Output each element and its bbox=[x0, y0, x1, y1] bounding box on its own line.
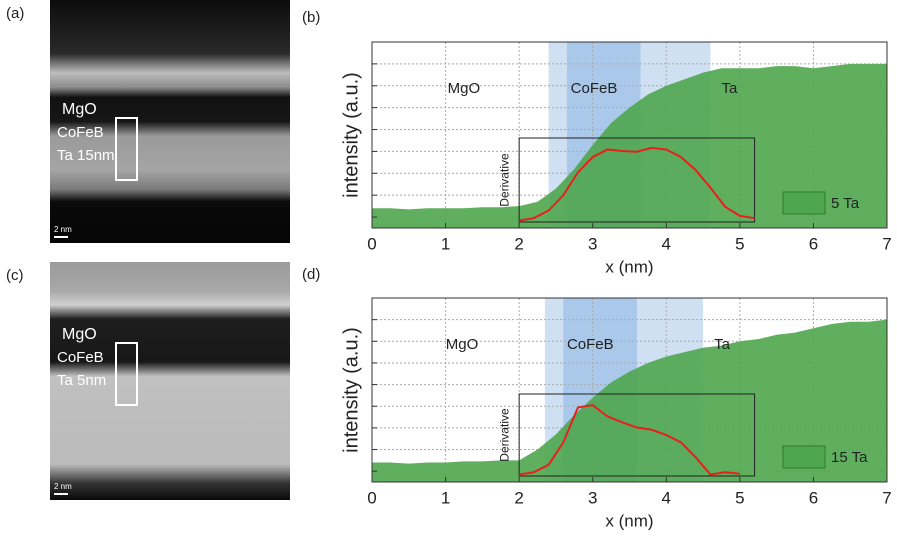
x-tick-label: 1 bbox=[441, 488, 450, 507]
x-axis-label: x (nm) bbox=[605, 257, 653, 276]
area bbox=[372, 319, 887, 482]
x-tick-label: 6 bbox=[809, 234, 818, 253]
x-tick-label: 0 bbox=[367, 234, 376, 253]
micrograph bbox=[50, 262, 290, 500]
region-label: MgO bbox=[448, 80, 481, 97]
region-label: Ta bbox=[714, 336, 731, 353]
y-axis-label: intensity (a.u.) bbox=[340, 327, 362, 453]
panel-label: (b) bbox=[302, 9, 320, 26]
micrograph bbox=[50, 0, 290, 243]
layer-label: MgO bbox=[62, 326, 97, 343]
scale-label: 2 nm bbox=[54, 482, 72, 491]
legend-label: 5 Ta bbox=[831, 195, 860, 212]
panel-label: (d) bbox=[302, 266, 320, 283]
inset-frame bbox=[518, 393, 756, 477]
x-tick-label: 1 bbox=[441, 234, 450, 253]
region-label: Ta bbox=[721, 80, 738, 97]
region-label: CoFeB bbox=[571, 80, 618, 97]
derivative-line bbox=[518, 146, 755, 222]
region-label: CoFeB bbox=[567, 336, 614, 353]
layer-label: CoFeB bbox=[57, 349, 104, 366]
x-tick-label: 4 bbox=[662, 234, 671, 253]
layer-label: CoFeB bbox=[57, 124, 104, 141]
panel-label: (a) bbox=[6, 5, 24, 22]
region-box bbox=[115, 117, 138, 181]
layer-label: Ta 5nm bbox=[57, 372, 106, 389]
region-label: MgO bbox=[446, 336, 479, 353]
inset-frame bbox=[518, 137, 756, 223]
x-tick-label: 7 bbox=[882, 234, 891, 253]
plot-frame bbox=[371, 41, 888, 229]
layer-label: MgO bbox=[62, 101, 97, 118]
y-axis-label: intensity (a.u.) bbox=[340, 72, 362, 198]
x-tick-label: 6 bbox=[809, 488, 818, 507]
x-tick-label: 5 bbox=[735, 488, 744, 507]
legend-label: 15 Ta bbox=[831, 449, 868, 466]
inset-label: Derivative bbox=[497, 408, 511, 462]
region-box bbox=[115, 342, 138, 406]
x-tick-label: 4 bbox=[662, 488, 671, 507]
x-tick-label: 0 bbox=[367, 488, 376, 507]
x-tick-label: 3 bbox=[588, 234, 597, 253]
x-tick-label: 3 bbox=[588, 488, 597, 507]
panel-label: (c) bbox=[6, 267, 24, 284]
x-tick-label: 7 bbox=[882, 488, 891, 507]
area bbox=[372, 63, 887, 228]
x-tick-label: 2 bbox=[514, 234, 523, 253]
legend-swatch bbox=[782, 191, 826, 215]
inset-label: Derivative bbox=[497, 153, 511, 207]
x-tick-label: 2 bbox=[514, 488, 523, 507]
x-tick-label: 5 bbox=[735, 234, 744, 253]
scale-label: 2 nm bbox=[54, 225, 72, 234]
x-axis-label: x (nm) bbox=[605, 511, 653, 530]
legend-swatch bbox=[782, 445, 826, 469]
plot-frame bbox=[371, 297, 888, 483]
layer-label: Ta 15nm bbox=[57, 147, 115, 164]
derivative-line bbox=[518, 404, 740, 476]
